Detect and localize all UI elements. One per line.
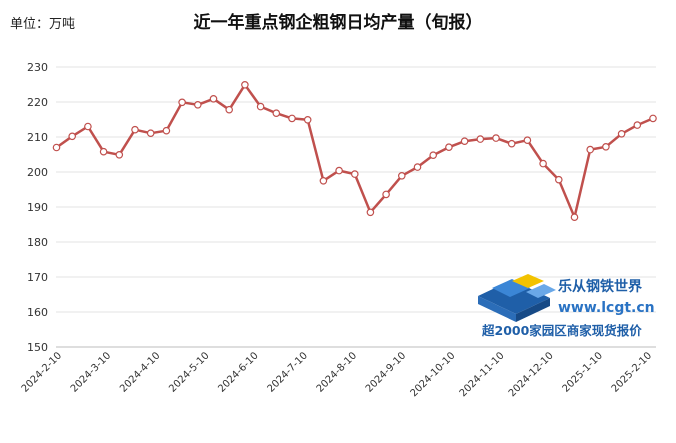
- data-point: [617, 130, 626, 138]
- y-tick-label: 210: [27, 131, 48, 144]
- series-line: [55, 83, 654, 219]
- data-point: [602, 143, 610, 151]
- unit-label: 单位：万吨: [10, 17, 75, 32]
- y-tick-label: 170: [27, 271, 48, 284]
- x-tick-label: 2024-8-10: [315, 350, 359, 394]
- data-point: [382, 190, 390, 199]
- watermark-name: 乐从钢铁世界: [558, 278, 643, 295]
- grid-lines: [56, 66, 656, 313]
- x-tick-label: 2024-2-10: [20, 350, 64, 394]
- data-point: [507, 139, 516, 148]
- x-tick-label: 2025-1-10: [561, 350, 605, 394]
- data-point: [272, 109, 281, 118]
- data-point: [225, 105, 234, 114]
- x-axis-ticks: 2024-2-10 2024-3-10 2024-4-10 2024-5-10 2024…: [20, 350, 654, 399]
- data-point: [52, 143, 61, 152]
- data-point: [319, 177, 328, 185]
- x-tick-label: 2024-12-10: [507, 350, 556, 399]
- x-tick-label: 2024-7-10: [266, 350, 310, 394]
- data-point: [256, 102, 265, 111]
- x-tick-label: 2024-11-10: [458, 350, 507, 399]
- y-tick-label: 160: [27, 306, 48, 319]
- data-point: [570, 213, 579, 222]
- watermark: 乐从钢铁世界 www.lcgt.cn 超2000家园区商家现货报价: [478, 274, 655, 338]
- data-point: [492, 134, 500, 142]
- data-point: [476, 135, 485, 143]
- data-point: [68, 132, 77, 141]
- y-tick-label: 200: [27, 166, 48, 179]
- y-tick-label: 190: [27, 201, 48, 214]
- watermark-url: www.lcgt.cn: [558, 300, 655, 316]
- watermark-logo-icon: [478, 274, 556, 322]
- data-point: [131, 125, 139, 134]
- y-tick-label: 180: [27, 236, 48, 249]
- x-tick-label: 2025-2-10: [610, 350, 654, 394]
- y-tick-label: 220: [27, 96, 48, 109]
- data-point: [523, 136, 532, 145]
- x-tick-label: 2024-3-10: [69, 350, 113, 394]
- data-point: [397, 172, 406, 180]
- data-point: [115, 151, 124, 159]
- y-tick-label: 230: [27, 61, 48, 74]
- data-points: [52, 81, 657, 222]
- data-point: [178, 98, 186, 107]
- x-tick-label: 2024-5-10: [167, 350, 211, 394]
- data-point: [288, 114, 296, 123]
- data-point: [539, 159, 547, 168]
- data-point: [162, 126, 171, 135]
- data-point: [146, 129, 155, 138]
- x-tick-label: 2024-4-10: [118, 350, 162, 394]
- data-point: [84, 122, 92, 131]
- x-tick-label: 2024-6-10: [216, 350, 260, 394]
- data-point: [554, 175, 563, 184]
- data-point: [303, 116, 312, 124]
- data-point: [99, 147, 108, 156]
- data-point: [366, 208, 375, 217]
- y-tick-label: 150: [27, 341, 48, 354]
- data-point: [633, 121, 642, 129]
- data-point: [429, 151, 438, 160]
- x-tick-label: 2024-10-10: [409, 350, 458, 399]
- data-point: [649, 114, 657, 123]
- data-point: [413, 163, 422, 171]
- data-point: [194, 101, 202, 109]
- x-tick-label: 2024-9-10: [364, 350, 408, 394]
- y-axis-ticks: 150 160 170 180 190 200 210 220 230: [27, 61, 48, 354]
- data-point: [335, 166, 343, 175]
- watermark-tagline: 超2000家园区商家现货报价: [481, 323, 642, 338]
- data-point: [241, 81, 249, 89]
- data-point: [350, 170, 359, 178]
- data-point: [586, 145, 595, 154]
- chart-title: 近一年重点钢企粗钢日均产量（旬报）: [194, 12, 483, 33]
- data-point: [445, 143, 453, 152]
- data-point: [209, 95, 218, 103]
- data-point: [460, 137, 469, 146]
